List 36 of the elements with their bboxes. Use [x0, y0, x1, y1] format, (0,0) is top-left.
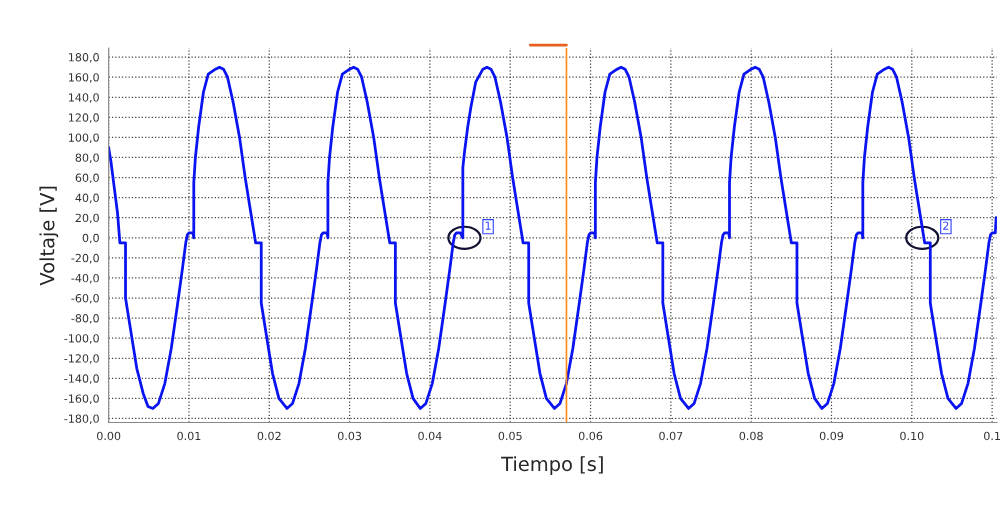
- x-tick-label: 0.08: [739, 431, 763, 441]
- y-axis-title: Voltaje [V]: [39, 186, 59, 286]
- x-tick-label: 0.04: [418, 431, 442, 441]
- x-tick-label: 0.06: [578, 431, 603, 441]
- x-tick-label: 0.07: [659, 431, 683, 441]
- y-tick-label: 100,0: [69, 133, 99, 143]
- x-tick-label: 0.02: [257, 431, 281, 441]
- x-tick-label: 0.03: [337, 431, 362, 441]
- x-tick-label: 0.1: [984, 431, 1000, 441]
- x-tick-label: 0.10: [900, 431, 924, 441]
- y-tick-label: -160,0: [64, 394, 99, 404]
- y-tick-label: -40,0: [71, 273, 99, 284]
- y-tick-label: 20,0: [75, 213, 99, 224]
- y-tick-label: 180,0: [69, 53, 99, 63]
- y-tick-label: -100,0: [64, 334, 99, 344]
- y-tick-label: 160,0: [69, 73, 99, 83]
- x-axis-title: Tiempo [s]: [501, 456, 603, 475]
- y-tick-label: 40,0: [75, 193, 99, 204]
- y-tick-label: -80,0: [71, 314, 99, 324]
- line-series: [108, 65, 997, 410]
- y-tick-label: -180,0: [64, 414, 99, 425]
- annotation: 2: [943, 221, 949, 230]
- y-tick-label: -60,0: [71, 294, 99, 304]
- y-tick-label: 120,0: [69, 113, 99, 123]
- x-tick-label: 0.05: [498, 431, 522, 441]
- x-tick-label: 0.09: [819, 431, 844, 441]
- y-tick-label: 60,0: [75, 173, 99, 184]
- x-tick-label: 0.00: [97, 431, 121, 441]
- y-tick-label: -20,0: [71, 253, 99, 264]
- y-tick-label: 0,0: [82, 233, 99, 244]
- annotation: 1: [485, 221, 491, 230]
- y-tick-label: 80,0: [75, 153, 99, 163]
- y-tick-label: -120,0: [64, 354, 99, 364]
- y-tick-label: 140,0: [69, 93, 99, 103]
- y-tick-label: -140,0: [64, 374, 99, 384]
- x-tick-label: 0.01: [177, 431, 201, 441]
